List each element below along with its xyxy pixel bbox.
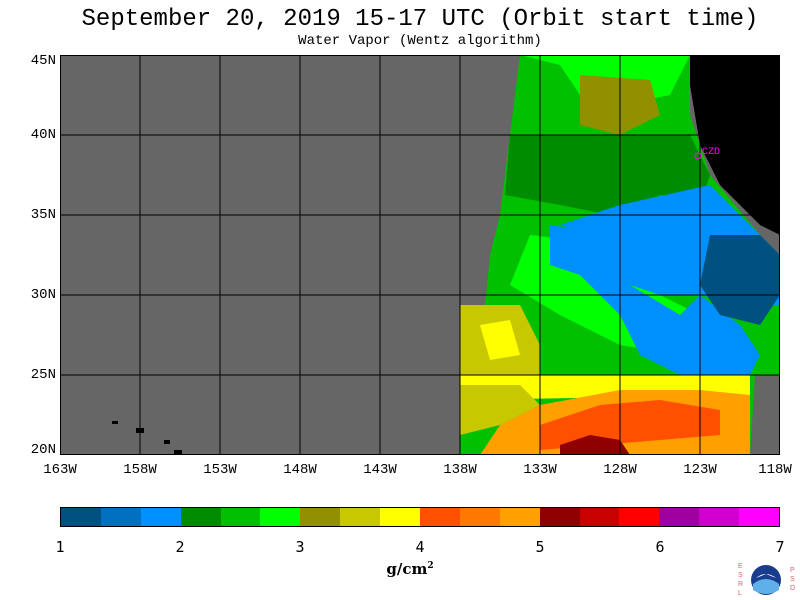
lat-label: 35N	[30, 207, 56, 223]
lat-label: 25N	[30, 367, 56, 383]
lat-label: 40N	[30, 127, 56, 143]
lon-label: 143W	[363, 462, 397, 478]
lon-label: 148W	[283, 462, 317, 478]
colorbar-tick-label: 3	[295, 538, 305, 556]
water-vapor-map: CZD	[60, 55, 780, 455]
lon-label: 118W	[758, 462, 792, 478]
lon-label: 138W	[443, 462, 477, 478]
colorbar-tick-label: 2	[175, 538, 185, 556]
colorbar-tick-label: 1	[55, 538, 65, 556]
colorbar-swatch	[340, 508, 381, 526]
lon-label: 133W	[523, 462, 557, 478]
colorbar-swatch	[619, 508, 660, 526]
colorbar-tick-label: 6	[655, 538, 665, 556]
colorbar-swatch	[459, 508, 500, 526]
lon-label: 123W	[683, 462, 717, 478]
colorbar-tick-label: 5	[535, 538, 545, 556]
grid-lines	[60, 55, 780, 455]
colorbar-swatch	[420, 508, 460, 526]
colorbar-unit: g/cm2	[380, 560, 440, 578]
colorbar-swatch	[579, 508, 620, 526]
unit-text: g/cm	[386, 560, 428, 578]
colorbar-swatch	[61, 508, 101, 526]
lon-label: 153W	[203, 462, 237, 478]
colorbar-swatch	[220, 508, 261, 526]
unit-superscript: 2	[427, 561, 434, 571]
colorbar-tick-label: 7	[775, 538, 785, 556]
lon-label: 158W	[123, 462, 157, 478]
lat-label: 45N	[30, 53, 56, 69]
map-title: September 20, 2019 15-17 UTC (Orbit star…	[81, 6, 759, 33]
colorbar-swatch	[180, 508, 221, 526]
colorbar-swatch	[380, 508, 421, 526]
land-mass	[690, 55, 780, 235]
map-subtitle: Water Vapor (Wentz algorithm)	[298, 33, 542, 49]
colorbar-swatch	[739, 508, 780, 526]
lat-label: 20N	[30, 442, 56, 458]
colorbar-swatch	[539, 508, 580, 526]
colorbar-swatch	[260, 508, 301, 526]
colorbar-swatch	[659, 508, 700, 526]
station-marker-czd: CZD	[694, 147, 720, 160]
station-label: CZD	[702, 147, 720, 158]
colorbar-swatch	[140, 508, 181, 526]
colorbar-tick-label: 4	[415, 538, 425, 556]
colorbar-swatch	[100, 508, 141, 526]
lon-label: 163W	[43, 462, 77, 478]
lon-label: 128W	[603, 462, 637, 478]
lat-label: 30N	[30, 287, 56, 303]
colorbar-swatch	[699, 508, 740, 526]
colorbar-swatch	[300, 508, 341, 526]
colorbar-swatch	[499, 508, 540, 526]
colorbar	[60, 507, 780, 527]
svg-text:PSD: PSD	[790, 567, 795, 592]
